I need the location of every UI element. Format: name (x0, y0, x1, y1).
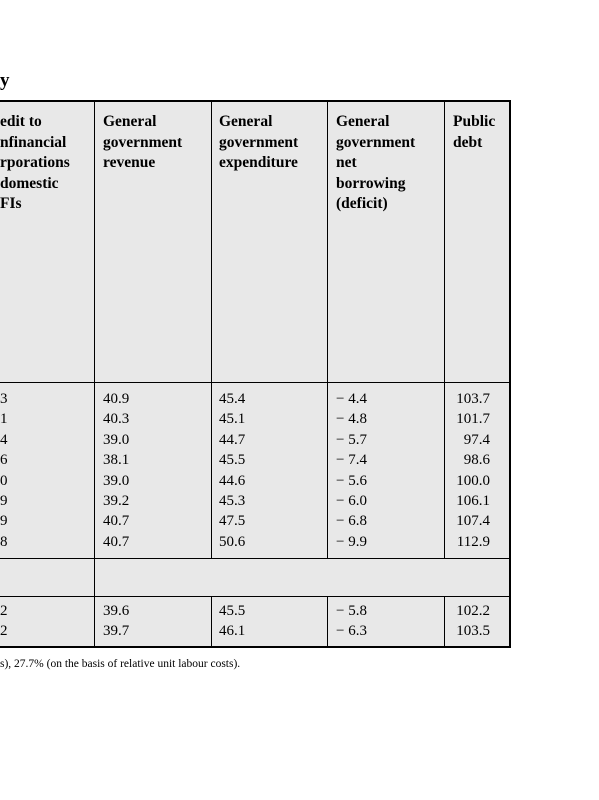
table-cell-revenue-col: 39.0 (103, 472, 130, 489)
column-divider (444, 596, 445, 646)
table-cell-public-debt-col: 107.4 (456, 513, 490, 530)
column-header-net-borrowing-col: borrowing (336, 174, 406, 192)
table-cell-credit-col: 6 (0, 452, 8, 469)
table-cell-public-debt-col: 112.9 (456, 533, 490, 550)
table-cell-revenue-col: 40.3 (103, 411, 130, 428)
column-header-expenditure-col: General (219, 113, 273, 130)
column-divider (444, 102, 445, 558)
table-cell-expenditure-col: 44.6 (219, 472, 246, 489)
column-divider (327, 102, 328, 558)
column-header-net-borrowing-col: (deficit) (336, 195, 388, 212)
table-cell-credit-col: 9 (0, 513, 8, 530)
column-header-net-borrowing-col: General (336, 113, 390, 130)
table-cell-expenditure-col: 44.7 (219, 431, 246, 448)
table-cell-net-borrowing-col: − 6.8 (336, 513, 367, 530)
column-header-credit-col: domestic (0, 174, 59, 192)
table-cell-credit-col: 2 (0, 623, 8, 640)
column-header-public-debt-col: Public (453, 113, 496, 130)
table-cell-revenue-col: 40.9 (103, 391, 130, 407)
column-header-expenditure-col: expenditure (219, 154, 298, 171)
section-separator (0, 558, 509, 559)
column-header-net-borrowing-col: net (336, 154, 357, 171)
table-cell-public-debt-col: 103.5 (456, 623, 490, 640)
table-cell-revenue-col: 39.2 (103, 493, 130, 509)
column-header-revenue-col: General (103, 113, 157, 130)
table-cell-revenue-col: 40.7 (103, 533, 130, 550)
table-cell-revenue-col: 39.6 (103, 603, 130, 619)
column-divider (211, 596, 212, 646)
table-cell-public-debt-col: 106.1 (456, 493, 490, 509)
table-cell-expenditure-col: 45.1 (219, 411, 246, 428)
column-header-credit-col: rporations (0, 154, 70, 171)
table-cell-net-borrowing-col: − 6.3 (336, 623, 367, 640)
table-cell-expenditure-col: 45.3 (219, 493, 246, 509)
table-cell-revenue-col: 38.1 (103, 452, 130, 469)
section-separator (0, 596, 509, 597)
column-header-expenditure-col: government (219, 133, 299, 151)
table-cell-net-borrowing-col: − 6.0 (336, 493, 367, 509)
table-cell-public-debt-col: 98.6 (463, 452, 490, 469)
table-cell-net-borrowing-col: − 4.4 (336, 391, 367, 407)
table-cell-net-borrowing-col: − 9.9 (336, 533, 367, 550)
table-cell-net-borrowing-col: − 5.7 (336, 431, 367, 448)
column-header-credit-col: edit to (0, 113, 42, 130)
table-cell-net-borrowing-col: − 5.6 (336, 472, 367, 489)
column-header-net-borrowing-col: government (336, 133, 416, 151)
column-header-credit-col: FIs (0, 195, 22, 212)
table-cell-expenditure-col: 46.1 (219, 623, 246, 640)
table-cell-revenue-col: 40.7 (103, 513, 130, 530)
table-cell-expenditure-col: 45.4 (219, 391, 246, 407)
table-cell-expenditure-col: 50.6 (219, 533, 246, 550)
table-cell-net-borrowing-col: − 4.8 (336, 411, 367, 428)
table-cell-credit-col: 9 (0, 493, 8, 509)
column-divider (94, 102, 95, 646)
column-header-credit-col: nfinancial (0, 133, 67, 151)
table-cell-public-debt-col: 101.7 (456, 411, 490, 428)
table-cell-credit-col: 1 (0, 411, 8, 428)
table-cell-credit-col: 2 (0, 603, 8, 619)
table-cell-revenue-col: 39.7 (103, 623, 130, 640)
table-cell-revenue-col: 39.0 (103, 431, 130, 448)
table-cell-expenditure-col: 47.5 (219, 513, 246, 530)
table-cell-credit-col: 4 (0, 431, 8, 448)
table-cell-expenditure-col: 45.5 (219, 603, 246, 619)
column-header-revenue-col: revenue (103, 154, 156, 171)
table-cell-public-debt-col: 103.7 (456, 391, 490, 407)
statistics-table: edit to nfinancial rporations domestic FIs G… (0, 100, 511, 648)
column-header-revenue-col: government (103, 133, 183, 151)
column-divider (211, 102, 212, 558)
table-cell-net-borrowing-col: − 7.4 (336, 452, 367, 469)
table-cell-public-debt-col: 97.4 (463, 431, 490, 448)
column-header-public-debt-col: debt (453, 133, 483, 151)
table-cell-public-debt-col: 102.2 (456, 603, 490, 619)
table-cell-expenditure-col: 45.5 (219, 452, 246, 469)
table-footnote: s), 27.7% (on the basis of relative unit… (0, 658, 241, 670)
table-cell-public-debt-col: 100.0 (456, 472, 490, 489)
table-title-fragment: y (0, 70, 10, 91)
table-cell-credit-col: 3 (0, 391, 8, 407)
table-cell-net-borrowing-col: − 5.8 (336, 603, 367, 619)
table-cell-credit-col: 8 (0, 533, 8, 550)
column-divider (327, 596, 328, 646)
table-cell-credit-col: 0 (0, 472, 8, 489)
header-separator (0, 382, 509, 383)
